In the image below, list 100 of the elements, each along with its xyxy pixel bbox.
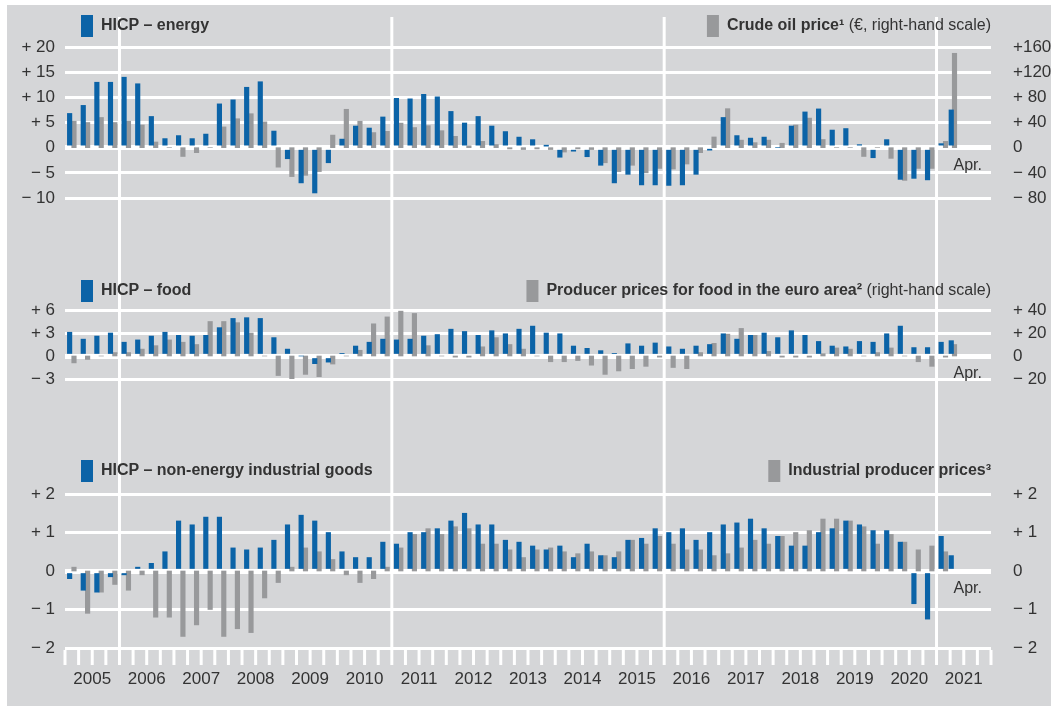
- bar: [407, 98, 413, 146]
- bar: [870, 341, 876, 354]
- bar: [915, 549, 921, 572]
- x-tick-label: 2009: [291, 668, 330, 688]
- bar: [203, 516, 209, 569]
- bar: [557, 333, 563, 354]
- bar: [697, 147, 703, 154]
- y2-tick-label: + 20: [1013, 322, 1047, 342]
- y-tick-label: + 10: [21, 87, 55, 107]
- y2-tick-label: + 80: [1013, 87, 1047, 107]
- bar: [720, 524, 726, 569]
- legend-label: HICP – energy: [101, 16, 210, 34]
- y2-tick-label: − 20: [1013, 368, 1047, 388]
- bar: [135, 339, 141, 354]
- bar: [448, 111, 454, 146]
- bar: [230, 547, 236, 569]
- x-tick-label: 2015: [618, 668, 656, 688]
- bar: [693, 345, 699, 354]
- y-tick-label: + 20: [21, 36, 55, 56]
- bar: [548, 355, 554, 363]
- bar: [629, 355, 635, 369]
- bar: [888, 147, 894, 159]
- bar: [107, 81, 114, 146]
- bar: [275, 570, 281, 583]
- y-tick-label: − 3: [30, 368, 55, 388]
- bar: [85, 355, 91, 360]
- bar: [366, 557, 372, 569]
- bar: [316, 355, 322, 378]
- bar: [384, 316, 390, 357]
- bar: [166, 570, 172, 618]
- bar: [312, 520, 318, 569]
- bar: [289, 355, 295, 379]
- y-tick-label: + 1: [30, 522, 55, 542]
- y-tick-label: 0: [45, 345, 55, 365]
- x-tick-label: 2010: [345, 668, 384, 688]
- bar: [679, 528, 685, 569]
- bar: [343, 108, 349, 148]
- bar: [271, 337, 277, 354]
- bar: [257, 547, 263, 569]
- bar: [502, 131, 508, 146]
- bar: [257, 318, 263, 354]
- bar: [94, 81, 100, 146]
- bar: [670, 355, 676, 368]
- x-tick-label: 2018: [781, 668, 820, 688]
- bar: [421, 93, 427, 146]
- bar: [284, 524, 291, 569]
- y2-tick-label: − 1: [1013, 599, 1038, 619]
- bar: [911, 347, 917, 354]
- bar: [466, 145, 472, 148]
- bar: [398, 310, 404, 357]
- bar: [421, 335, 427, 354]
- bar: [516, 328, 522, 354]
- legend-label: HICP – food: [101, 281, 192, 299]
- bar: [434, 96, 440, 146]
- bar: [244, 549, 250, 569]
- bar: [189, 138, 195, 146]
- bar: [638, 345, 645, 354]
- bar: [711, 136, 717, 148]
- bar: [284, 348, 291, 354]
- bar: [411, 313, 418, 357]
- bar: [289, 147, 295, 177]
- bar: [330, 134, 336, 148]
- legend-label: Producer prices for food in the euro area²: [546, 281, 863, 299]
- bar: [520, 147, 526, 150]
- x-tick-label: 2013: [509, 668, 547, 688]
- bar: [203, 133, 209, 146]
- bar: [339, 551, 345, 569]
- y2-tick-label: 0: [1013, 137, 1023, 157]
- y2-tick-label: + 40: [1013, 299, 1047, 319]
- bar: [353, 557, 359, 569]
- bar: [175, 135, 182, 146]
- bar: [557, 149, 563, 158]
- y2-tick-label: 0: [1013, 560, 1023, 580]
- bar: [162, 138, 168, 146]
- annotation: Apr.: [953, 156, 982, 174]
- y-tick-label: + 3: [30, 322, 55, 342]
- x-tick-label: 2007: [182, 668, 221, 688]
- bar: [475, 334, 481, 354]
- y2-tick-label: − 2: [1013, 637, 1038, 657]
- bar: [575, 355, 581, 361]
- bar: [325, 149, 331, 164]
- y-tick-label: 0: [45, 560, 55, 580]
- bar: [67, 331, 73, 354]
- bar: [302, 355, 309, 375]
- y2-tick-label: − 80: [1013, 187, 1047, 207]
- x-tick-label: 2020: [890, 668, 929, 688]
- bar: [80, 338, 86, 354]
- bar: [434, 334, 440, 354]
- y-tick-label: + 5: [30, 112, 55, 132]
- bar: [588, 147, 595, 150]
- bar: [684, 355, 690, 369]
- y-tick-label: − 2: [30, 637, 55, 657]
- bar: [107, 332, 114, 354]
- bar: [884, 139, 890, 146]
- bar: [193, 147, 200, 154]
- y2-axis-title: (€, right-hand scale): [844, 16, 991, 34]
- bar: [121, 76, 127, 146]
- bar: [938, 341, 944, 354]
- bar: [135, 83, 141, 146]
- bar: [162, 551, 168, 569]
